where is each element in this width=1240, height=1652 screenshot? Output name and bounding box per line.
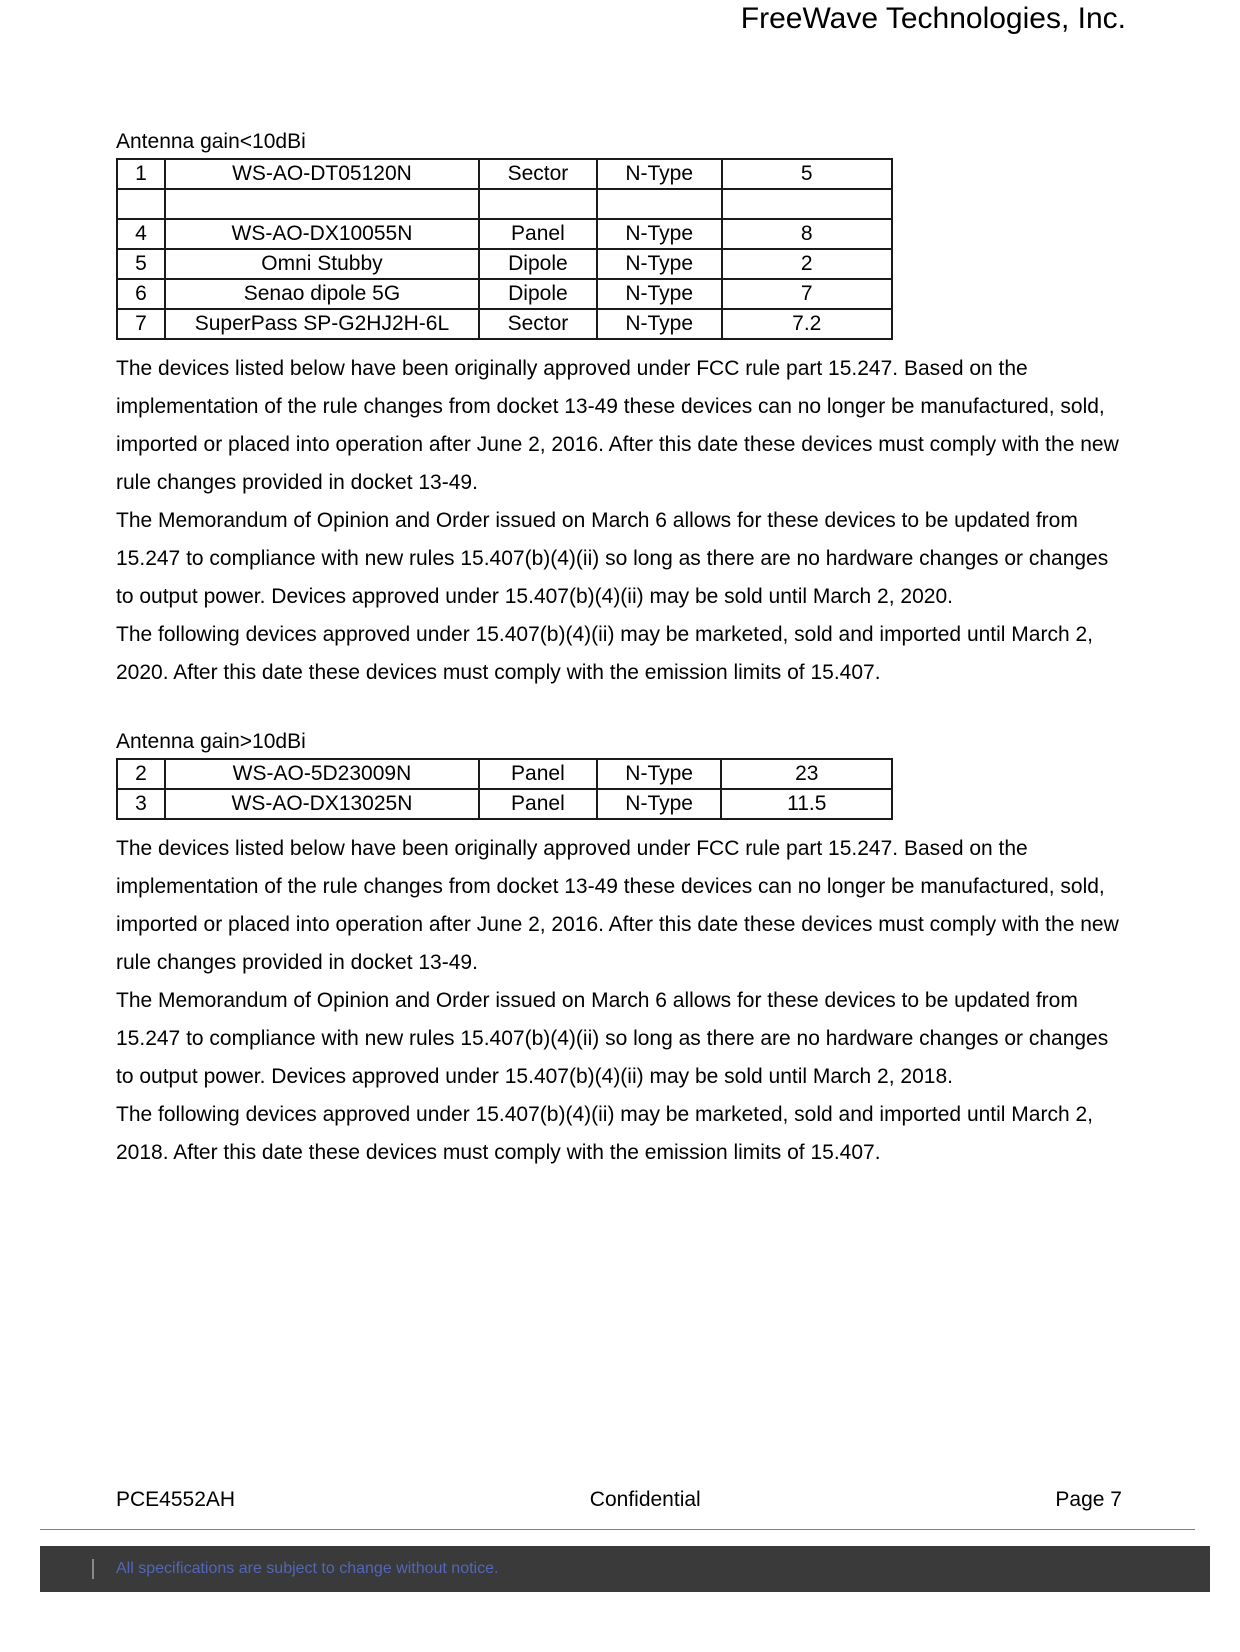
cell-index: 7 [117,309,165,339]
cell-model: WS-AO-5D23009N [165,759,479,789]
cell-type: Panel [479,759,597,789]
cell-type: Panel [479,219,597,249]
section1-label: Antenna gain<10dBi [116,130,1122,154]
cell-type: Panel [479,789,597,819]
spacer [116,692,1122,730]
cell-gain: 5 [722,159,892,189]
footer-center: Confidential [590,1488,701,1512]
footer-bar-text: All specifications are subject to change… [116,1560,498,1578]
table-row: 3 WS-AO-DX13025N Panel N-Type 11.5 [117,789,892,819]
cell-index: 1 [117,159,165,189]
cell-conn: N-Type [597,249,722,279]
footer-rule [40,1529,1195,1530]
cell-gain: 2 [722,249,892,279]
cell-model: SuperPass SP-G2HJ2H-6L [165,309,479,339]
footer-bar: All specifications are subject to change… [40,1546,1210,1592]
antenna-table-2: 2 WS-AO-5D23009N Panel N-Type 23 3 WS-AO… [116,758,893,820]
table-row: 4 WS-AO-DX10055N Panel N-Type 8 [117,219,892,249]
footer-right: Page 7 [1055,1488,1122,1512]
cell-conn: N-Type [597,789,722,819]
table-row: 7 SuperPass SP-G2HJ2H-6L Sector N-Type 7… [117,309,892,339]
cell-gain: 11.5 [721,789,892,819]
cell-model: WS-AO-DT05120N [165,159,479,189]
antenna-table-1: 1 WS-AO-DT05120N Sector N-Type 5 4 WS-AO… [116,158,893,340]
cell-gain: 7 [722,279,892,309]
table-row: 5 Omni Stubby Dipole N-Type 2 [117,249,892,279]
cell-conn: N-Type [597,759,722,789]
cell-type: Dipole [479,249,597,279]
page: FreeWave Technologies, Inc. Antenna gain… [0,0,1240,1652]
table-gap [117,189,892,219]
cell-conn: N-Type [597,159,722,189]
cell-gain: 23 [721,759,892,789]
cell-index: 6 [117,279,165,309]
cell-index: 4 [117,219,165,249]
cell-gain: 8 [722,219,892,249]
table-row: 6 Senao dipole 5G Dipole N-Type 7 [117,279,892,309]
table-row: 2 WS-AO-5D23009N Panel N-Type 23 [117,759,892,789]
content-area: Antenna gain<10dBi 1 WS-AO-DT05120N Sect… [116,130,1122,1172]
cell-conn: N-Type [597,219,722,249]
cell-type: Sector [479,309,597,339]
section2-paragraph: The devices listed below have been origi… [116,830,1122,1172]
footer-text-line: PCE4552AH Confidential Page 7 [116,1488,1122,1512]
cell-index: 5 [117,249,165,279]
section2-label: Antenna gain>10dBi [116,730,1122,754]
cell-model: WS-AO-DX10055N [165,219,479,249]
section1-paragraph: The devices listed below have been origi… [116,350,1122,692]
cell-conn: N-Type [597,279,722,309]
cell-index: 2 [117,759,165,789]
cell-type: Sector [479,159,597,189]
company-header: FreeWave Technologies, Inc. [741,2,1126,36]
cell-gain: 7.2 [722,309,892,339]
cell-model: WS-AO-DX13025N [165,789,479,819]
footer-left: PCE4552AH [116,1488,235,1512]
cell-index: 3 [117,789,165,819]
footer-bar-separator [92,1559,94,1579]
cell-type: Dipole [479,279,597,309]
cell-model: Omni Stubby [165,249,479,279]
cell-model: Senao dipole 5G [165,279,479,309]
cell-conn: N-Type [597,309,722,339]
table-row: 1 WS-AO-DT05120N Sector N-Type 5 [117,159,892,189]
